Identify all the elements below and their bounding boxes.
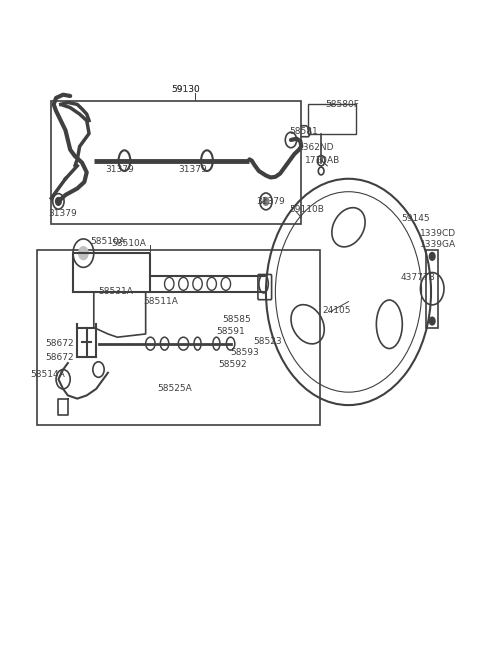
Text: 59110B: 59110B [289, 204, 324, 214]
Text: 58672: 58672 [45, 339, 74, 348]
Text: 58510A: 58510A [112, 239, 146, 248]
Text: 31379: 31379 [179, 164, 207, 174]
Text: 59130: 59130 [171, 85, 200, 94]
Text: 58672: 58672 [45, 354, 74, 362]
Text: 1362ND: 1362ND [298, 143, 334, 151]
Circle shape [56, 198, 61, 205]
Text: 31379: 31379 [48, 208, 77, 217]
Text: 24105: 24105 [323, 305, 351, 314]
Text: 58525A: 58525A [157, 384, 192, 393]
Text: 58591: 58591 [216, 327, 245, 336]
Bar [51, 101, 301, 224]
Text: 59145: 59145 [401, 214, 430, 223]
Text: 58593: 58593 [230, 348, 259, 356]
Bar [308, 104, 356, 134]
Text: 58585: 58585 [223, 314, 252, 324]
Text: 1710AB: 1710AB [305, 156, 340, 165]
Circle shape [79, 247, 88, 259]
Bar [37, 250, 320, 424]
Text: 58580F: 58580F [325, 100, 359, 109]
Text: 58510A: 58510A [91, 237, 125, 246]
Text: 58514A: 58514A [30, 369, 64, 379]
Circle shape [430, 317, 435, 325]
Text: 1339CD: 1339CD [420, 229, 456, 238]
Text: 31379: 31379 [256, 197, 285, 206]
Text: 59130: 59130 [171, 85, 200, 94]
Circle shape [263, 198, 269, 205]
Text: 43777B: 43777B [400, 272, 435, 282]
Text: 58581: 58581 [289, 127, 318, 136]
Text: 58592: 58592 [219, 360, 247, 369]
Text: 31379: 31379 [105, 164, 134, 174]
Text: 58511A: 58511A [144, 297, 178, 306]
Bar [426, 250, 438, 328]
Text: 58523: 58523 [253, 337, 282, 346]
Text: 1339GA: 1339GA [420, 240, 456, 249]
Circle shape [430, 252, 435, 260]
Text: 58531A: 58531A [98, 287, 133, 296]
